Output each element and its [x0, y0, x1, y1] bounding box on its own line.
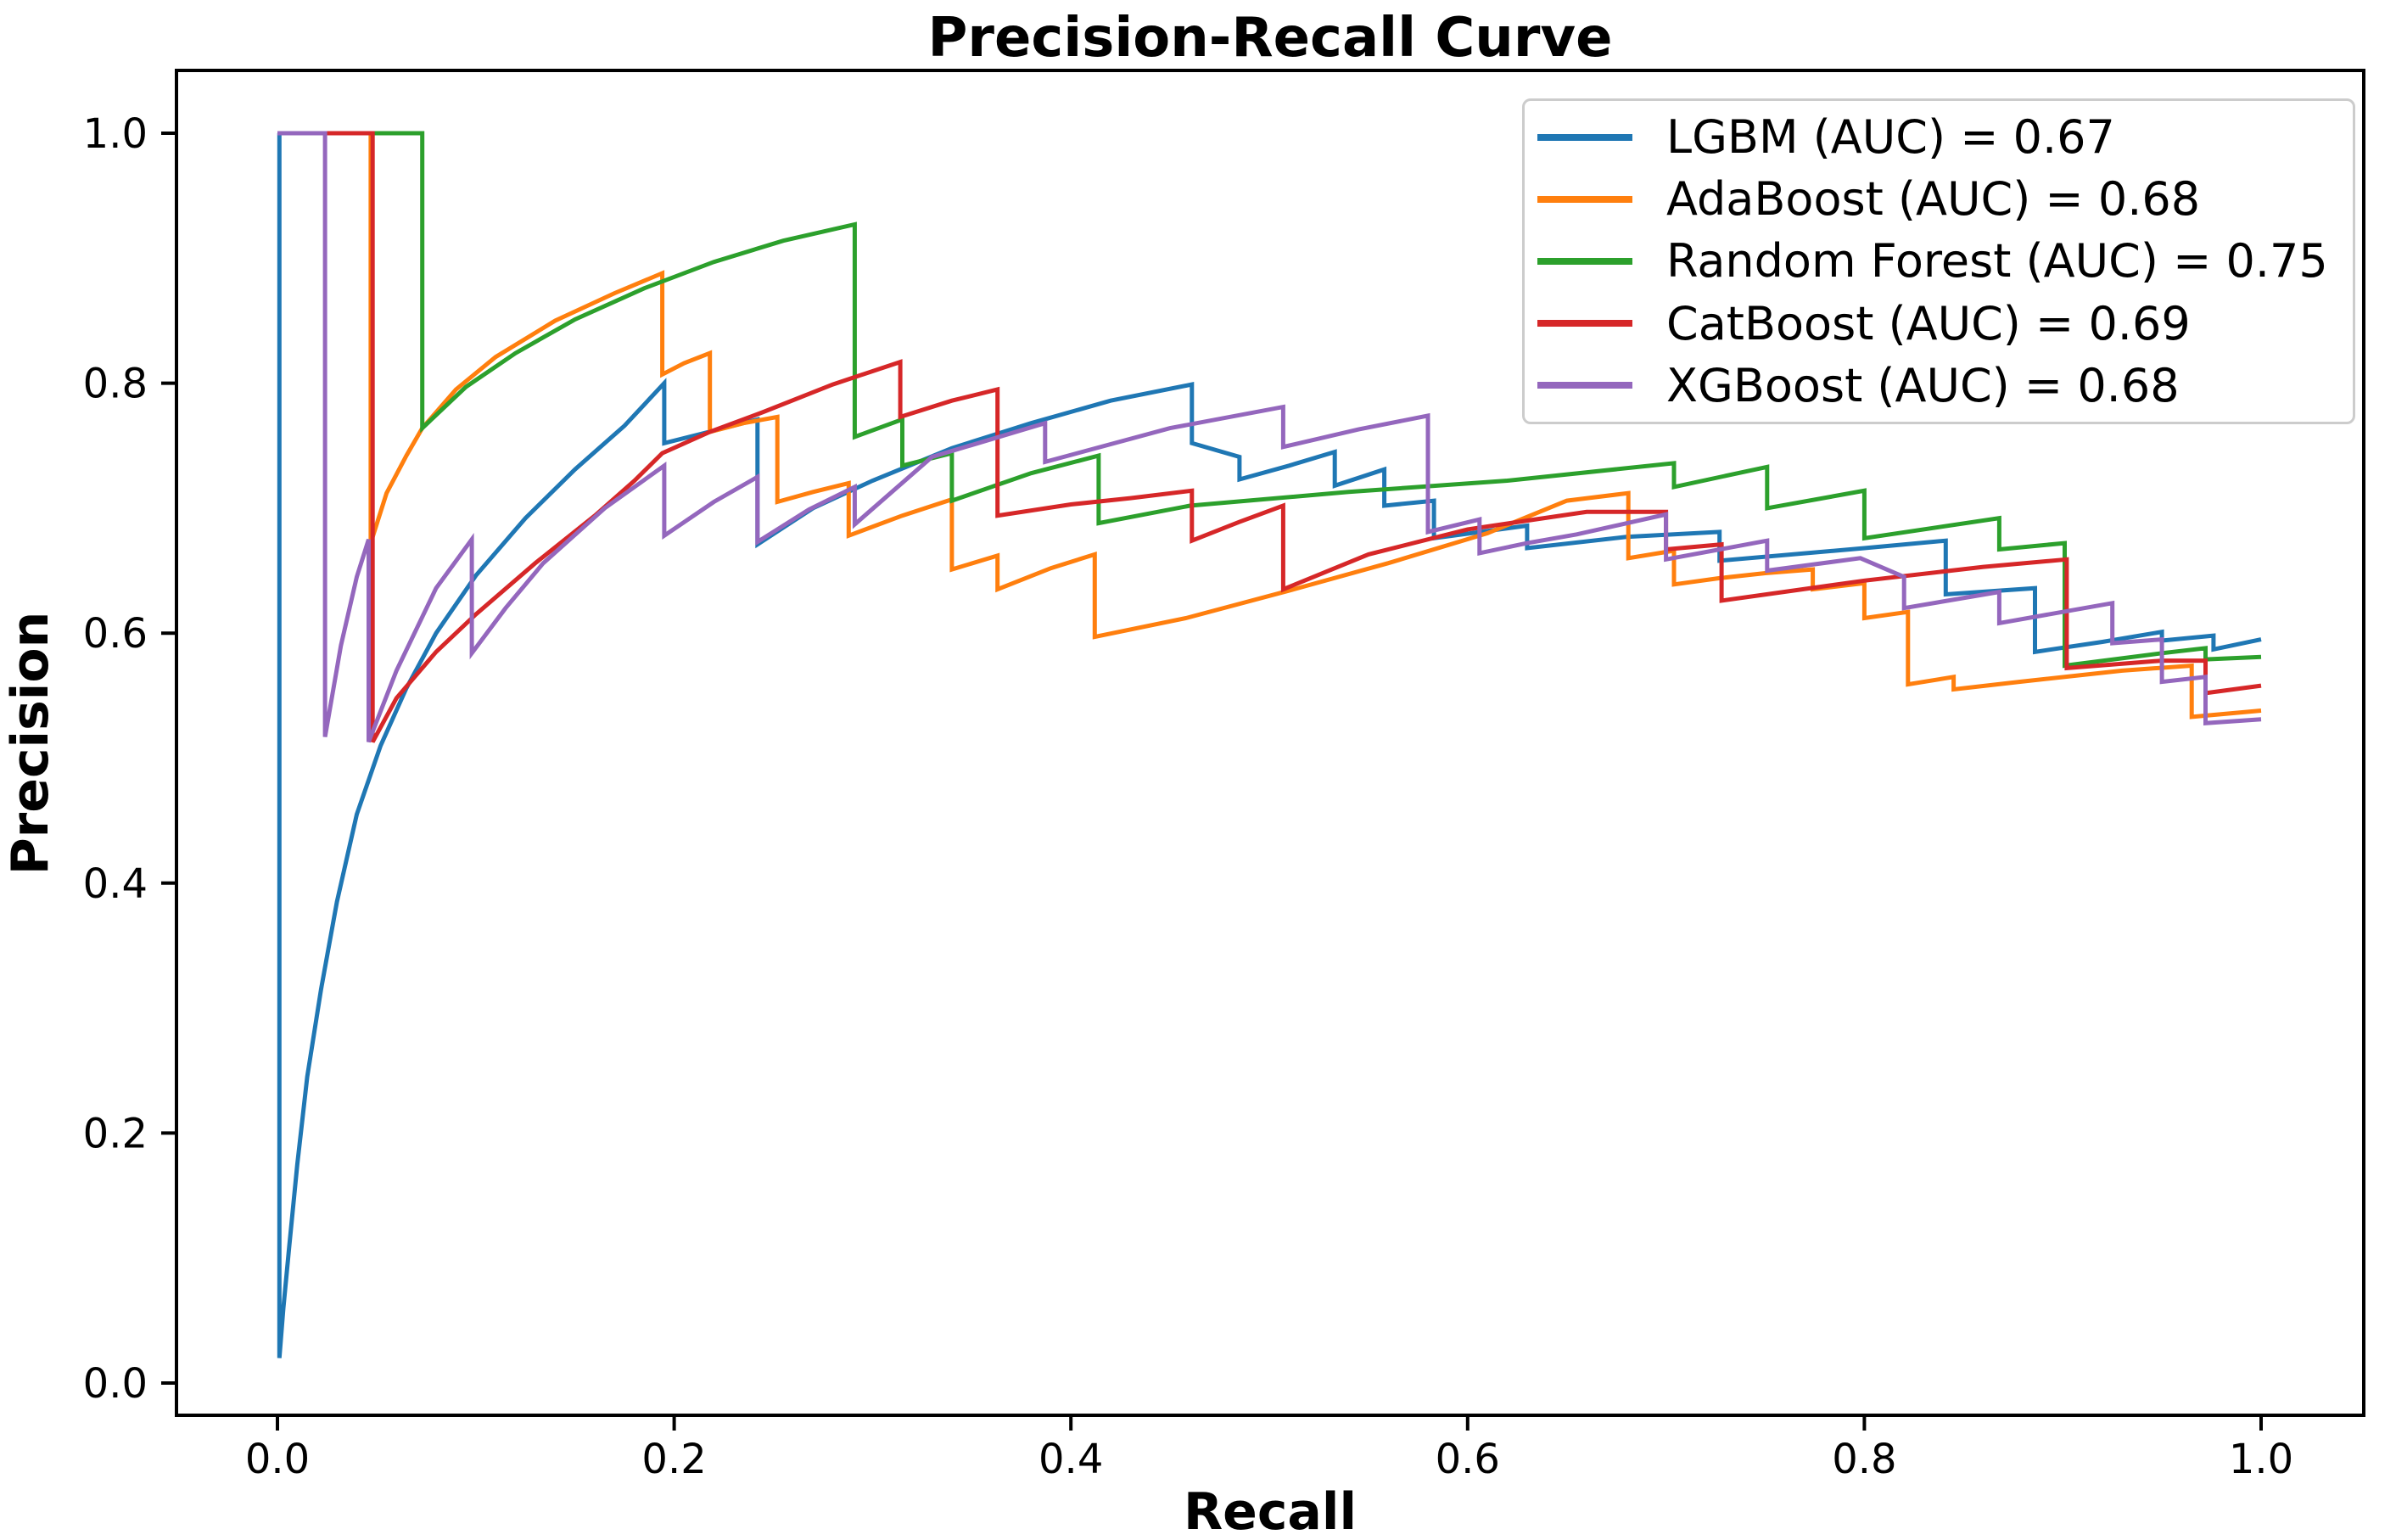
- legend-line-icon: [1537, 195, 1632, 203]
- chart-title: Precision-Recall Curve: [927, 7, 1612, 70]
- y-tick-label: 0.6: [83, 610, 148, 658]
- legend-label-adaboost: AdaBoost (AUC) = 0.68: [1666, 172, 2201, 227]
- x-tick-label: 0.4: [1038, 1436, 1103, 1483]
- x-tick-label: 0.0: [245, 1436, 310, 1483]
- y-axis-label: Precision: [1, 612, 60, 876]
- x-axis-label: Recall: [1184, 1482, 1357, 1540]
- y-tick-label: 1.0: [83, 110, 148, 158]
- series-line-xgboost: [277, 131, 2262, 743]
- series-lines: [277, 131, 2262, 1358]
- axis-ticks: 0.0 0.2 0.4 0.6 0.8 1.0 0.0 0.2 0.4 0.6 0.8 1.0: [83, 110, 2294, 1483]
- x-tick-label: 0.6: [1436, 1436, 1500, 1483]
- x-tick-label: 0.8: [1832, 1436, 1896, 1483]
- legend-label-xgboost: XGBoost (AUC) = 0.68: [1666, 358, 2180, 412]
- legend-label-catboost: CatBoost (AUC) = 0.69: [1666, 296, 2191, 350]
- legend-item-lgbm: LGBM (AUC) = 0.67: [1525, 107, 2353, 168]
- legend-line-icon: [1537, 133, 1632, 141]
- y-tick-label: 0.4: [83, 860, 148, 908]
- y-tick-label: 0.8: [83, 361, 148, 408]
- series-line-adaboost: [277, 131, 2262, 720]
- legend-item-xgboost: XGBoost (AUC) = 0.68: [1525, 355, 2353, 416]
- legend-label-lgbm: LGBM (AUC) = 0.67: [1666, 110, 2115, 165]
- y-tick-label: 0.0: [83, 1360, 148, 1408]
- series-line-catboost: [277, 131, 2262, 743]
- x-tick-label: 0.2: [641, 1436, 706, 1483]
- legend-line-icon: [1537, 257, 1632, 265]
- series-line-random-forest: [277, 131, 2262, 669]
- legend-line-icon: [1537, 320, 1632, 328]
- y-tick-label: 0.2: [83, 1110, 148, 1157]
- legend-item-random-forest: Random Forest (AUC) = 0.75: [1525, 231, 2353, 292]
- legend-line-icon: [1537, 382, 1632, 389]
- legend-item-adaboost: AdaBoost (AUC) = 0.68: [1525, 169, 2353, 230]
- legend-box: LGBM (AUC) = 0.67 AdaBoost (AUC) = 0.68 …: [1522, 98, 2355, 424]
- legend-item-catboost: CatBoost (AUC) = 0.69: [1525, 293, 2353, 354]
- x-tick-label: 1.0: [2229, 1436, 2293, 1483]
- series-line-lgbm: [277, 131, 2262, 1358]
- legend-label-random-forest: Random Forest (AUC) = 0.75: [1666, 234, 2328, 288]
